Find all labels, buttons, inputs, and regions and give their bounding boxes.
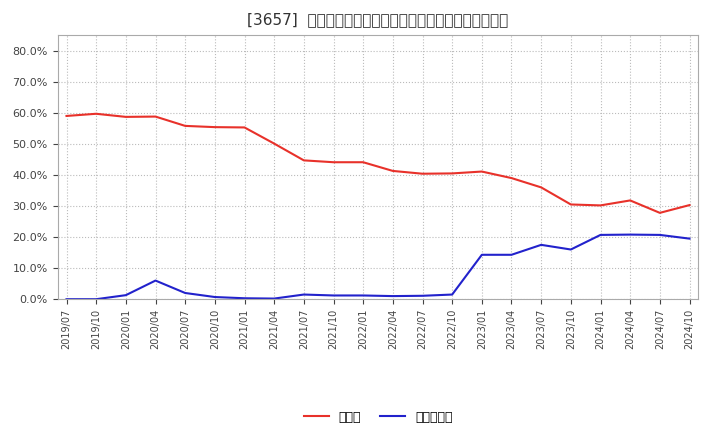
有利子負債 — [300, 292, 308, 297]
現領金 — [181, 123, 189, 128]
現領金 — [210, 125, 219, 130]
現領金 — [596, 203, 605, 208]
現領金 — [240, 125, 249, 130]
有利子負債 — [122, 293, 130, 298]
現領金 — [685, 202, 694, 208]
現領金 — [92, 111, 101, 117]
現領金 — [359, 160, 367, 165]
現領金 — [270, 141, 279, 146]
有利子負債 — [181, 290, 189, 296]
Legend: 現領金, 有利子負債: 現領金, 有利子負債 — [299, 406, 457, 429]
有利子負債 — [507, 252, 516, 257]
有利子負債 — [329, 293, 338, 298]
現領金 — [655, 210, 664, 216]
有利子負債 — [537, 242, 546, 247]
現領金 — [122, 114, 130, 120]
現領金 — [389, 168, 397, 173]
有利子負債 — [62, 297, 71, 302]
Line: 現領金: 現領金 — [66, 114, 690, 213]
有利子負債 — [685, 236, 694, 241]
現領金 — [329, 160, 338, 165]
現領金 — [537, 185, 546, 190]
現領金 — [418, 171, 427, 176]
現領金 — [507, 176, 516, 181]
有利子負債 — [210, 294, 219, 300]
現領金 — [567, 202, 575, 207]
有利子負債 — [359, 293, 367, 298]
Line: 有利子負債: 有利子負債 — [66, 235, 690, 299]
有利子負債 — [389, 293, 397, 299]
有利子負債 — [596, 232, 605, 238]
有利子負債 — [92, 297, 101, 302]
Title: [3657]  現領金、有利子負債の総資産に対する比率の推移: [3657] 現領金、有利子負債の総資産に対する比率の推移 — [248, 12, 508, 27]
有利子負債 — [240, 296, 249, 301]
現領金 — [448, 171, 456, 176]
現領金 — [151, 114, 160, 119]
有利子負債 — [270, 296, 279, 301]
現領金 — [62, 114, 71, 119]
有利子負債 — [448, 292, 456, 297]
現領金 — [626, 198, 634, 203]
有利子負債 — [655, 232, 664, 238]
有利子負債 — [477, 252, 486, 257]
現領金 — [300, 158, 308, 163]
有利子負債 — [151, 278, 160, 283]
有利子負債 — [567, 247, 575, 252]
有利子負債 — [626, 232, 634, 237]
有利子負債 — [418, 293, 427, 298]
現領金 — [477, 169, 486, 174]
